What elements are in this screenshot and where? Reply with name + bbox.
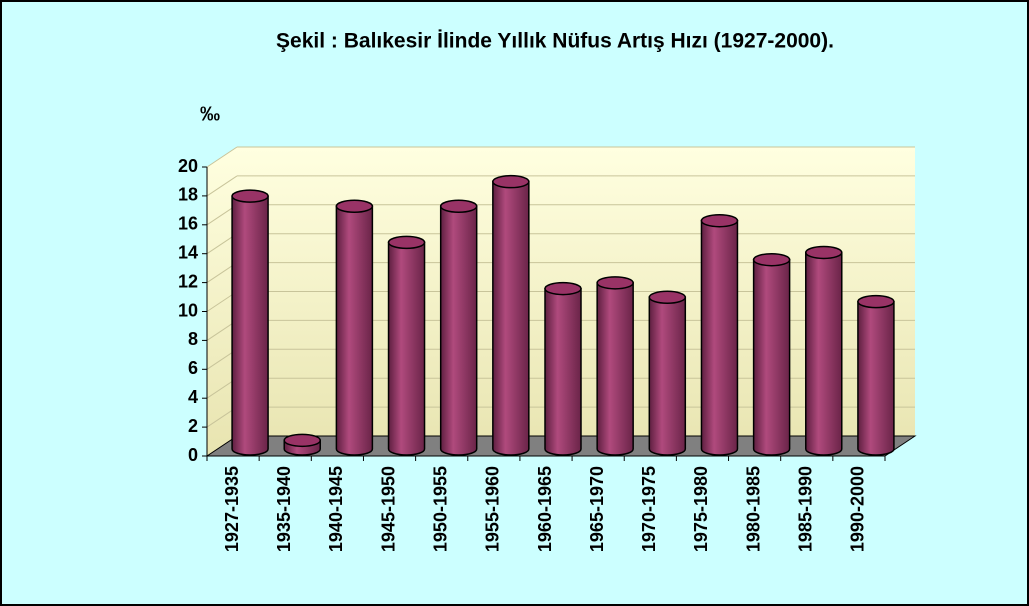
y-tick-label: 10 [178,300,198,320]
bar-part [805,251,843,456]
bar [283,433,321,456]
x-tick-label: 1955-1960 [483,466,503,552]
grid-line [206,175,238,197]
bar-part [648,290,687,305]
y-tick-label: 16 [178,214,198,234]
x-tick-label: 1960-1965 [535,466,555,552]
x-tick-label: 1975-1980 [691,466,711,552]
bar-part [857,300,895,456]
x-tick-label: 1980-1985 [743,466,763,552]
y-tick-label: 14 [178,242,198,262]
bar [544,281,582,456]
bar-part [544,281,582,296]
bar [439,199,478,456]
bar-part [648,296,687,456]
y-tick-label: 12 [178,271,198,291]
bar-part [492,180,530,456]
x-tick-label: 1927-1935 [222,466,242,552]
chart-title: Şekil : Balıkesir İlinde Yıllık Nüfus Ar… [276,30,834,53]
bar-part [700,213,739,228]
bar-part [596,282,634,456]
x-tick-label: 1965-1970 [587,466,607,552]
bar-part [752,252,791,267]
y-tick-label: 0 [188,445,198,465]
x-tick-label: 1940-1945 [326,466,346,552]
bar [231,189,269,456]
y-tick-label: 8 [188,329,198,349]
x-tick-label: 1990-2000 [848,466,868,552]
bar [700,213,739,456]
x-tick-label: 1985-1990 [796,466,816,552]
grid-line [206,146,238,168]
x-tick-label: 1945-1950 [378,466,398,552]
bar-part [752,258,791,456]
bar [596,276,634,456]
y-tick-label: 6 [188,358,198,378]
y-tick-label: 18 [178,185,198,205]
bar-part [283,433,321,448]
bar-part [231,195,269,456]
bar [805,245,843,456]
bar-part [544,287,582,456]
bar-part [700,219,739,456]
bar-part [231,189,269,203]
bar-part [387,241,426,456]
y-tick-label: 4 [188,387,198,407]
bar-part [335,205,374,456]
bar [387,235,426,456]
bar-part [596,276,634,290]
y-tick-label: 2 [188,416,198,436]
bar-part [335,199,374,213]
bar [752,252,791,456]
x-tick-label: 1935-1940 [274,466,294,552]
bar [335,199,374,456]
x-tick-label: 1950-1955 [430,466,450,552]
bar-part [387,235,426,250]
bar-part [439,205,478,456]
y-tick-label: 20 [178,156,198,176]
bar [648,290,687,456]
bar-part [805,245,843,260]
x-tick-label: 1970-1975 [639,466,659,552]
bar [492,174,530,456]
bar [857,294,895,456]
bar-part [857,294,895,309]
y-axis-label: ‰ [200,103,220,125]
bar-part [439,199,478,213]
bar-part [492,174,530,189]
